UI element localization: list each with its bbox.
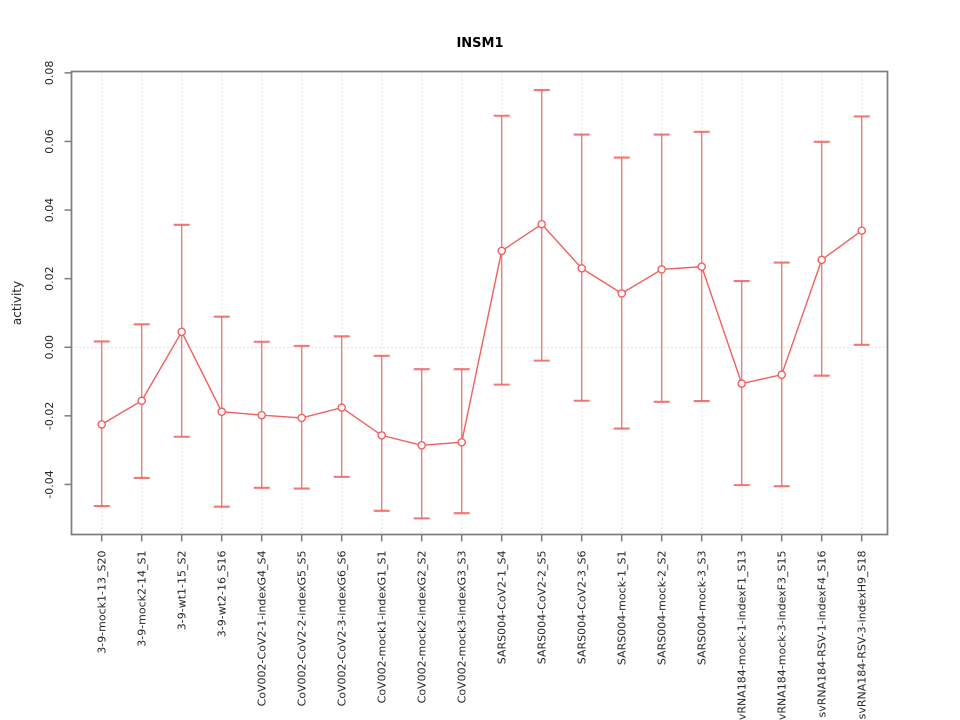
x-tick-label: svRNA184-RSV-1-indexF4_S16 bbox=[816, 551, 829, 718]
y-tick-label: -0.04 bbox=[43, 470, 56, 498]
data-point-marker bbox=[457, 437, 467, 447]
y-tick-label: 0.08 bbox=[43, 61, 56, 86]
x-tick-label: SARS004-mock-2_S2 bbox=[656, 551, 669, 666]
data-point-marker bbox=[777, 370, 787, 379]
data-point-marker bbox=[857, 226, 867, 235]
y-tick-label: -0.02 bbox=[43, 402, 56, 430]
x-tick-label: svRNA184-RSV-3-indexH9_S18 bbox=[856, 550, 869, 719]
x-tick-label: SARS004-CoV2-3_S6 bbox=[576, 551, 589, 665]
x-tick-label: 3-9-mock2-14_S1 bbox=[136, 551, 149, 647]
x-tick-label: SARS004-mock-3_S3 bbox=[696, 551, 709, 666]
y-tick-label: 0.00 bbox=[43, 335, 56, 360]
x-tick-label: svRNA184-mock-1-indexF1_S13 bbox=[736, 551, 749, 720]
data-point-marker bbox=[337, 403, 347, 412]
x-tick-label: 3-9-wt2-16_S16 bbox=[216, 551, 229, 638]
x-tick-label: SARS004-CoV2-2_S5 bbox=[536, 551, 549, 665]
data-point-marker bbox=[497, 246, 507, 256]
data-point-marker bbox=[97, 420, 106, 429]
data-point-marker bbox=[217, 407, 226, 417]
plot-frame bbox=[70, 70, 889, 536]
data-point-marker bbox=[297, 413, 307, 423]
data-point-marker bbox=[537, 219, 547, 229]
x-tick-label: 3-9-mock1-13_S20 bbox=[96, 551, 109, 654]
series-line bbox=[101, 223, 863, 447]
x-tick-label: CoV002-mock1-indexG1_S1 bbox=[376, 551, 389, 704]
x-tick-label: 3-9-wt1-15_S2 bbox=[176, 551, 189, 631]
data-point-marker bbox=[137, 396, 146, 406]
x-tick-label: CoV002-mock2-indexG2_S2 bbox=[416, 551, 429, 704]
y-tick-label: 0.06 bbox=[43, 129, 56, 154]
x-tick-label: CoV002-mock3-indexG3_S3 bbox=[456, 551, 469, 704]
data-point-marker bbox=[657, 265, 667, 274]
x-tick-label: CoV002-CoV2-1-indexG4_S4 bbox=[256, 551, 269, 707]
data-point-marker bbox=[257, 410, 267, 420]
x-tick-label: CoV002-CoV2-3-indexG6_S6 bbox=[336, 551, 349, 707]
data-point-marker bbox=[737, 379, 747, 388]
data-point-marker bbox=[617, 289, 627, 298]
x-tick-label: svRNA184-mock-3-indexF3_S15 bbox=[776, 551, 789, 720]
data-point-marker bbox=[817, 255, 827, 265]
x-tick-label: SARS004-CoV2-1_S4 bbox=[496, 551, 509, 665]
x-tick-label: CoV002-CoV2-2-indexG5_S5 bbox=[296, 551, 309, 707]
data-point-marker bbox=[377, 431, 387, 440]
data-point-marker bbox=[697, 262, 707, 271]
y-axis-label: activity bbox=[10, 280, 24, 326]
chart-title: INSM1 bbox=[456, 36, 504, 51]
y-tick-label: 0.02 bbox=[43, 266, 56, 291]
data-point-marker bbox=[577, 264, 587, 273]
y-tick-label: 0.04 bbox=[43, 198, 56, 223]
x-tick-label: SARS004-mock-1_S1 bbox=[616, 551, 629, 666]
data-point-marker bbox=[417, 441, 427, 450]
data-point-marker bbox=[177, 327, 186, 337]
